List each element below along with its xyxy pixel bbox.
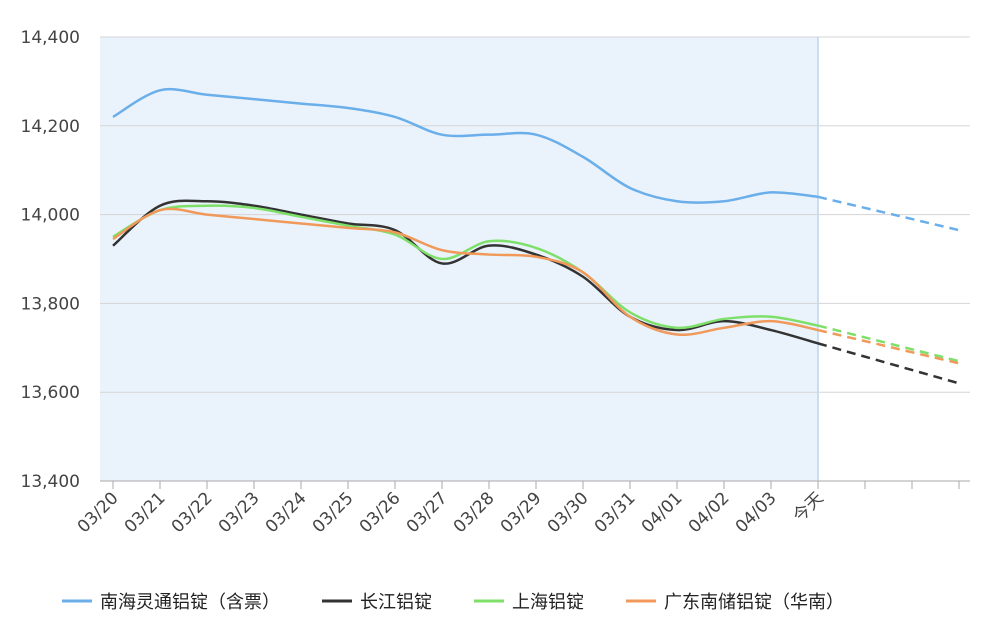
forecast-line	[817, 195, 960, 232]
x-tick-label: 04/02	[685, 488, 734, 537]
y-tick-label: 14,200	[21, 117, 80, 137]
y-tick-label: 13,600	[21, 383, 80, 403]
series-line	[112, 204, 819, 330]
legend-label: 长江铝锭	[360, 592, 432, 613]
y-tick-label: 14,400	[21, 28, 80, 48]
y-tick-label: 13,400	[21, 472, 80, 492]
x-tick-label: 03/24	[262, 488, 311, 537]
x-tick-label: 03/20	[74, 488, 123, 537]
x-tick-label: 今天	[789, 488, 827, 526]
x-tick-label: 03/31	[591, 488, 640, 537]
x-tick-label: 03/30	[544, 488, 593, 537]
x-tick-label: 04/01	[638, 488, 687, 537]
forecast-line	[817, 342, 960, 385]
x-tick-label: 03/23	[215, 488, 264, 537]
legend-label: 南海灵通铝锭（含票）	[100, 592, 280, 613]
y-tick-label: 13,800	[21, 294, 80, 314]
legend-label: 广东南储铝锭（华南）	[664, 592, 844, 613]
plot-area: 13,400 13,600 13,800 14,000 14,200 14,400 03/2…	[21, 28, 970, 537]
y-tick-label: 14,000	[21, 206, 80, 226]
series-line	[112, 87, 819, 204]
forecast-line	[817, 324, 960, 363]
x-tick-label: 03/25	[309, 488, 358, 537]
x-tick-label: 03/29	[497, 488, 546, 537]
x-tick-label: 03/21	[121, 488, 170, 537]
x-tick-label: 03/28	[450, 488, 499, 537]
x-tick-label: 03/26	[356, 488, 405, 537]
forecast-line	[817, 328, 960, 365]
legend: 南海灵通铝锭（含票） 长江铝锭 上海铝锭 广东南储铝锭（华南）	[62, 592, 844, 613]
series-line	[112, 207, 819, 337]
x-tick-label: 03/27	[403, 488, 452, 537]
legend-label: 上海铝锭	[512, 592, 584, 613]
series-line	[112, 199, 819, 345]
x-tick-label: 04/03	[732, 488, 781, 537]
x-tick-label: 03/22	[168, 488, 217, 537]
